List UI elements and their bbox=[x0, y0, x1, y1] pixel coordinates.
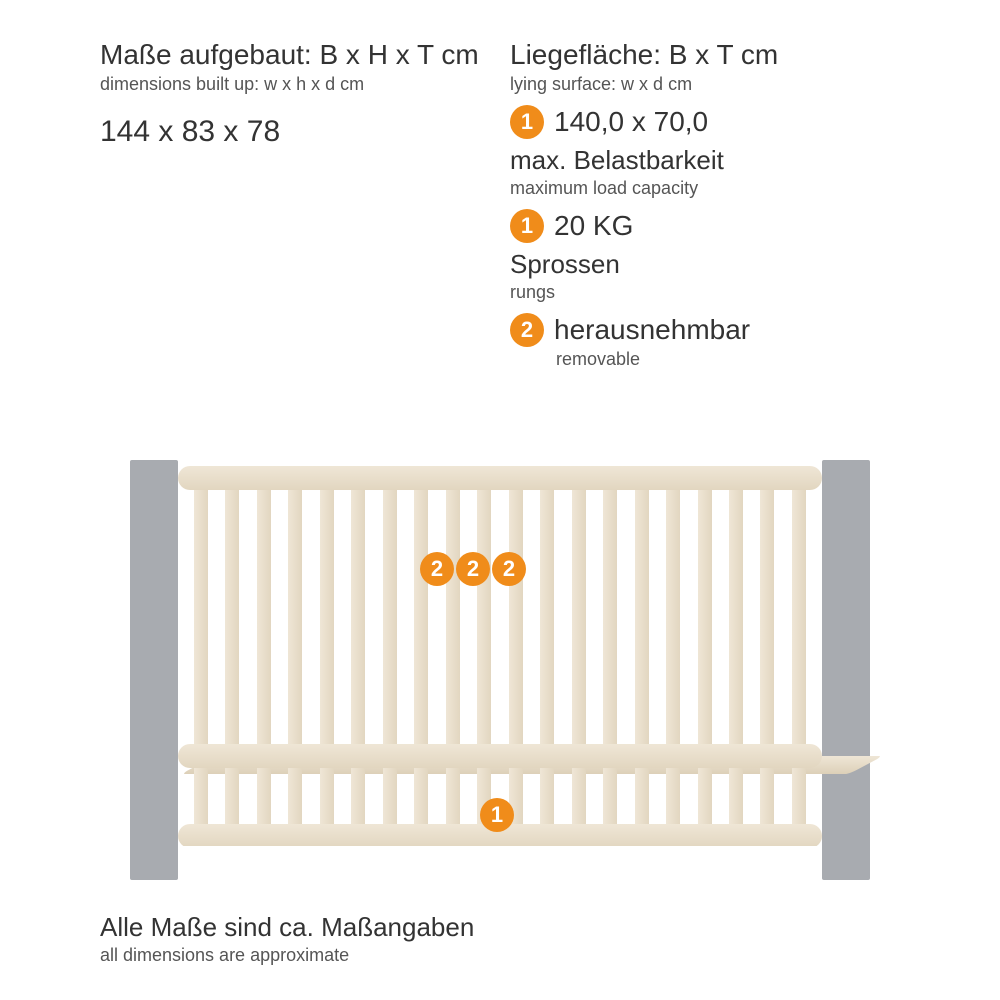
crib-slat bbox=[635, 478, 649, 848]
annotation-badge-2-icon: 2 bbox=[456, 552, 490, 586]
crib-slat bbox=[666, 478, 680, 848]
load-value: 20 KG bbox=[554, 210, 633, 242]
rungs-value-line: 2 herausnehmbar bbox=[510, 313, 930, 347]
crib-vertical-slats bbox=[194, 478, 806, 848]
load-title-de: max. Belastbarkeit bbox=[510, 145, 930, 176]
crib-slat bbox=[760, 478, 774, 848]
crib-slat bbox=[509, 478, 523, 848]
crib-slat bbox=[194, 478, 208, 848]
crib-slat bbox=[383, 478, 397, 848]
footer-en: all dimensions are approximate bbox=[100, 945, 474, 966]
crib-slat bbox=[792, 478, 806, 848]
footer-de: Alle Maße sind ca. Maßangaben bbox=[100, 912, 474, 943]
crib-slat bbox=[351, 478, 365, 848]
crib-side-left bbox=[130, 460, 178, 880]
crib-slat bbox=[257, 478, 271, 848]
dimensions-built-block: Maße aufgebaut: B x H x T cm dimensions … bbox=[100, 38, 500, 149]
annotation-badge-1-icon: 1 bbox=[480, 798, 514, 832]
lying-title-de: Liegefläche: B x T cm bbox=[510, 38, 930, 72]
crib-slat bbox=[729, 478, 743, 848]
specs-block: Liegefläche: B x T cm lying surface: w x… bbox=[510, 38, 930, 370]
badge-1b-icon: 1 bbox=[510, 209, 544, 243]
lying-value: 140,0 x 70,0 bbox=[554, 106, 708, 138]
rungs-value-en: removable bbox=[556, 349, 930, 370]
footer-note: Alle Maße sind ca. Maßangaben all dimens… bbox=[100, 912, 474, 966]
dimensions-title-de: Maße aufgebaut: B x H x T cm bbox=[100, 38, 500, 72]
crib-leg-gap bbox=[178, 846, 822, 880]
crib-side-right bbox=[822, 460, 870, 880]
crib-slat bbox=[540, 478, 554, 848]
annotation-badge-2-icon: 2 bbox=[492, 552, 526, 586]
crib-slat bbox=[320, 478, 334, 848]
crib-rail-top bbox=[178, 466, 822, 490]
rungs-title-en: rungs bbox=[510, 282, 930, 303]
dimensions-title-en: dimensions built up: w x h x d cm bbox=[100, 74, 500, 95]
lying-title-en: lying surface: w x d cm bbox=[510, 74, 930, 95]
crib-slat bbox=[477, 478, 491, 848]
crib-slat bbox=[698, 478, 712, 848]
rungs-title-de: Sprossen bbox=[510, 249, 930, 280]
load-title-en: maximum load capacity bbox=[510, 178, 930, 199]
badge-1-icon: 1 bbox=[510, 105, 544, 139]
annotation-badge-2-icon: 2 bbox=[420, 552, 454, 586]
crib-rail-mid bbox=[178, 744, 822, 768]
rungs-value: herausnehmbar bbox=[554, 314, 750, 346]
badge-2-icon: 2 bbox=[510, 313, 544, 347]
crib-slat bbox=[572, 478, 586, 848]
lying-value-line: 1 140,0 x 70,0 bbox=[510, 105, 930, 139]
crib-slat bbox=[446, 478, 460, 848]
load-value-line: 1 20 KG bbox=[510, 209, 930, 243]
crib-slat bbox=[288, 478, 302, 848]
dimensions-value: 144 x 83 x 78 bbox=[100, 115, 500, 149]
crib-slat bbox=[225, 478, 239, 848]
crib-slat bbox=[603, 478, 617, 848]
crib-slat bbox=[414, 478, 428, 848]
